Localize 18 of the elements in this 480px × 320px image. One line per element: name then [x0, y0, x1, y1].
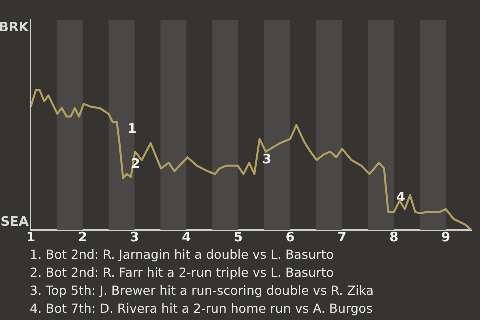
text: 4. Bot 7th: D. Rivera hit a 2-run home run vs A. Burgos — [30, 300, 374, 318]
x-tick-label: 8 — [390, 230, 399, 246]
x-tick-label: 7 — [338, 230, 347, 246]
text: 3. Top 5th: J. Brewer hit a run-scoring double vs R. Zika — [30, 282, 375, 300]
annotation: 3 — [262, 152, 272, 168]
x-tick-label: 2 — [78, 230, 88, 246]
annotation: 1 — [128, 122, 137, 137]
x-tick-label: 5 — [234, 230, 244, 246]
text: SEA — [0, 214, 29, 230]
x-tick-label: 6 — [286, 230, 295, 246]
x-tick-label: 9 — [442, 230, 451, 246]
text: BRK — [0, 20, 30, 36]
x-tick-label: 1 — [26, 230, 36, 246]
annotation: 4 — [396, 190, 406, 206]
x-tick-label: 4 — [182, 230, 192, 246]
text: 1. Bot 2nd: R. Jarnagin hit a double vs L. Basurto — [30, 246, 335, 264]
x-tick-label: 3 — [130, 230, 140, 246]
text: 2. Bot 2nd: R. Farr hit a 2-run triple vs L. Basurto — [30, 264, 335, 282]
